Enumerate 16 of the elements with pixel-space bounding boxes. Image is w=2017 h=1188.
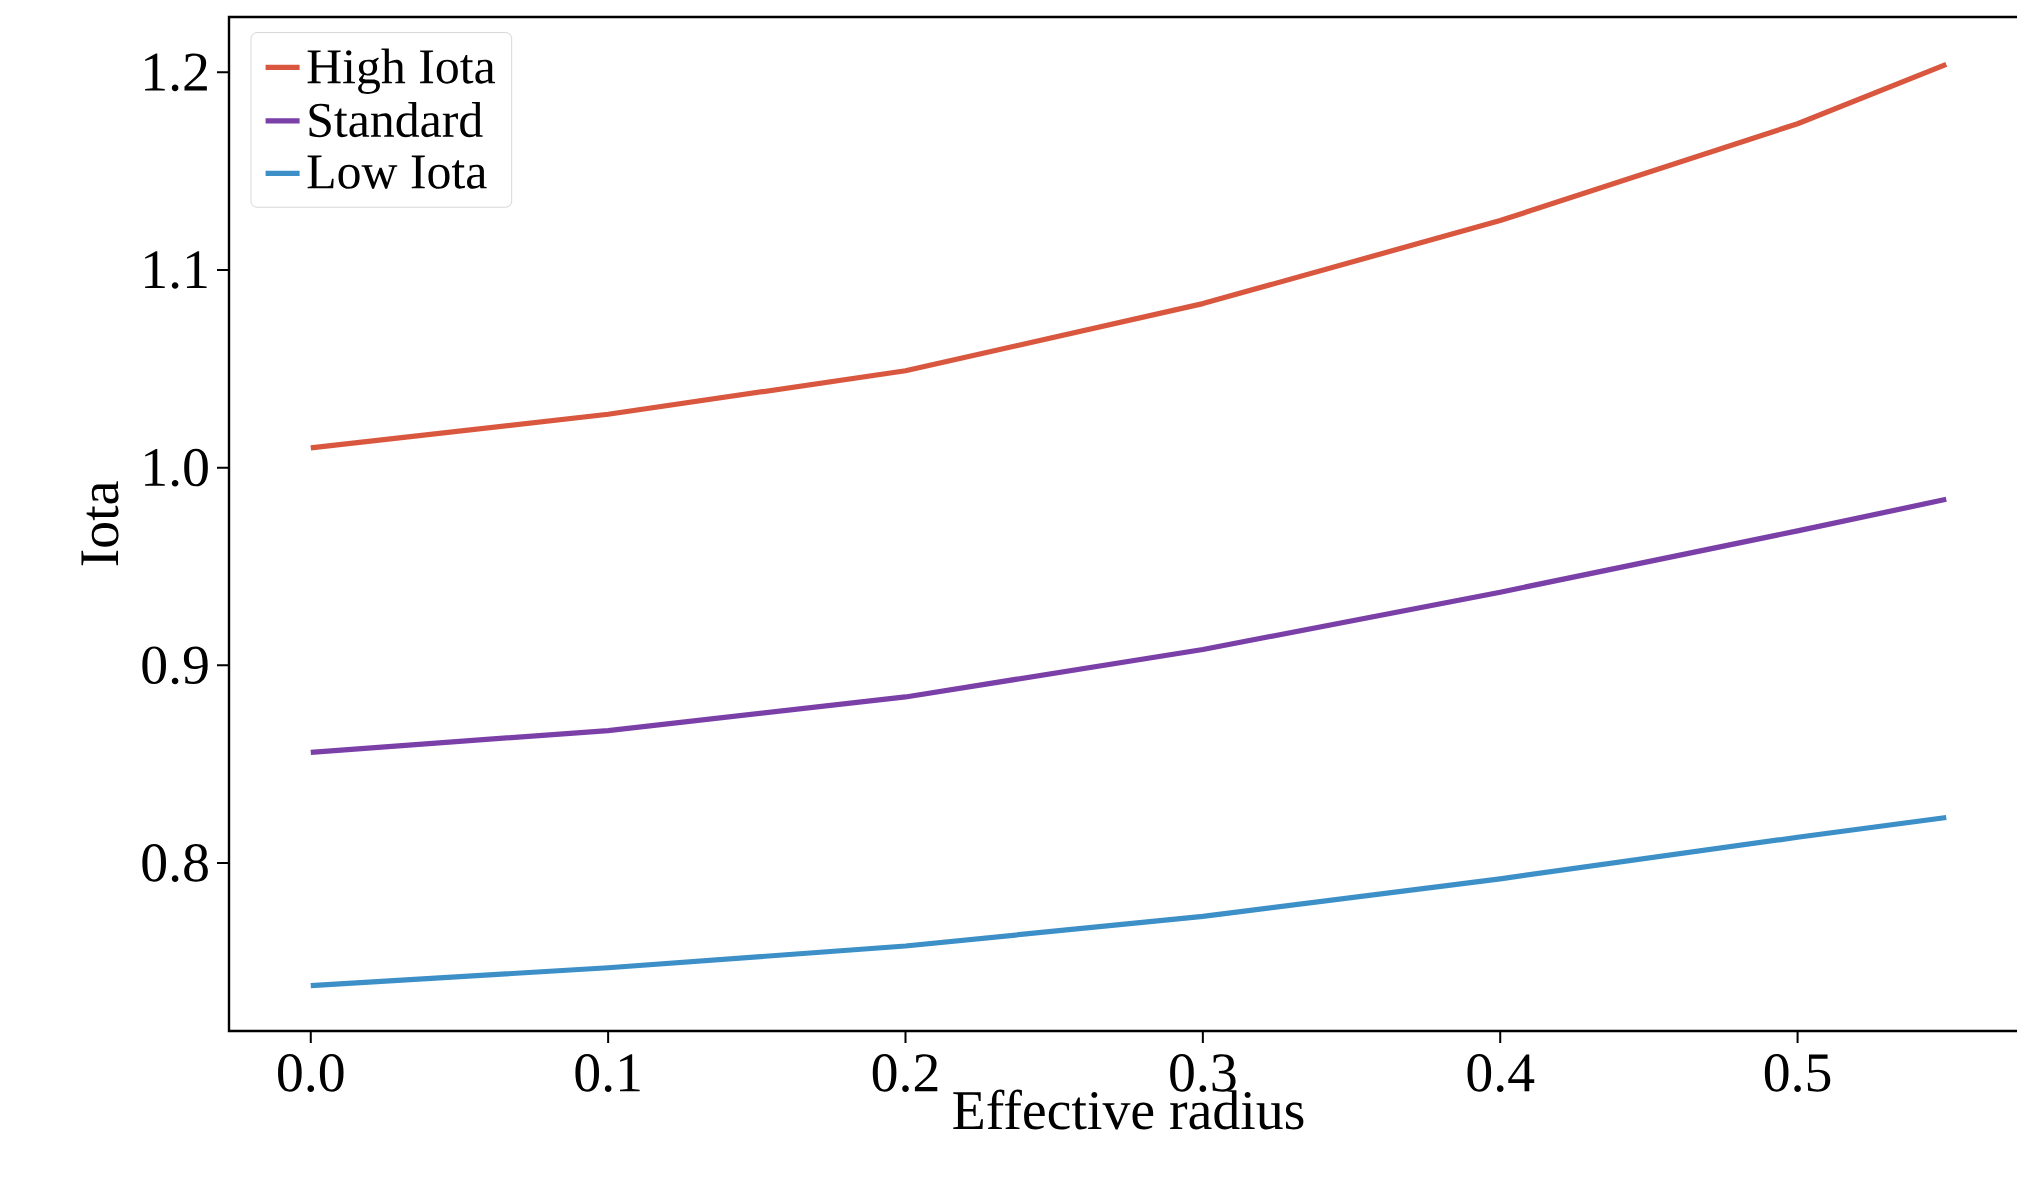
x-tick-label: 0.5: [1764, 1054, 1831, 1092]
y-tick-label: 1.0: [145, 448, 208, 487]
x-tick-label: 0.1: [575, 1054, 640, 1092]
y-tick-label: 1.1: [145, 251, 207, 289]
y-tick-label: 1.2: [145, 53, 207, 92]
x-tick-label: 0.0: [278, 1054, 344, 1092]
x-tick-label: 0.2: [872, 1054, 938, 1092]
y-axis-title: Iota: [81, 481, 119, 566]
x-tick-label: 0.4: [1467, 1054, 1535, 1092]
legend-label: Low Iota: [307, 155, 487, 189]
legend-label: Standard: [309, 102, 483, 138]
y-tick-label: 0.9: [142, 646, 208, 685]
y-tick-label: 0.8: [142, 844, 208, 882]
legend-label: High Iota: [307, 48, 496, 94]
x-axis-title: Effective radius: [953, 1089, 1304, 1130]
x-tick-label: 0.3: [1170, 1054, 1236, 1092]
